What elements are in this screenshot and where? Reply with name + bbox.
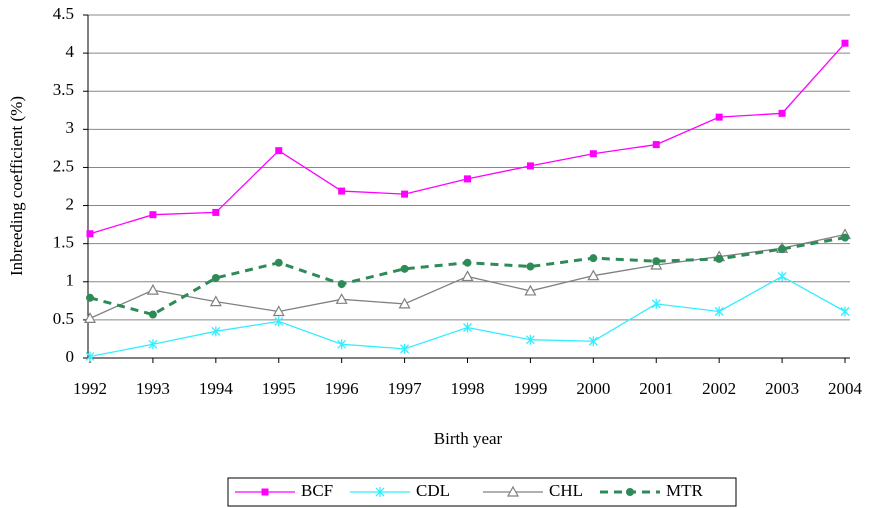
marker: [714, 306, 724, 317]
marker: [337, 280, 346, 289]
marker: [461, 270, 474, 282]
marker: [841, 39, 849, 47]
y-tick-label: 4.5: [53, 4, 74, 23]
marker: [589, 150, 597, 158]
legend-marker: [375, 487, 385, 497]
marker: [211, 273, 220, 282]
marker: [464, 175, 471, 183]
marker: [400, 264, 409, 273]
marker: [463, 322, 472, 333]
marker: [337, 339, 347, 350]
marker: [840, 306, 850, 317]
x-tick-label: 1997: [388, 379, 423, 398]
y-tick-label: 3: [66, 118, 75, 137]
marker: [526, 262, 535, 271]
x-tick-label: 2002: [702, 379, 736, 398]
marker: [149, 211, 157, 219]
y-tick-label: 2: [66, 194, 75, 213]
y-tick-label: 1: [66, 271, 75, 290]
marker: [275, 147, 283, 155]
marker: [463, 258, 472, 267]
marker: [212, 208, 220, 216]
series-line: [89, 275, 846, 358]
marker: [211, 326, 221, 337]
marker: [274, 316, 284, 327]
x-tick-label: 1994: [199, 379, 234, 398]
marker: [589, 254, 598, 263]
marker: [272, 305, 285, 317]
x-tick-label: 2001: [639, 379, 673, 398]
x-tick-label: 1992: [73, 379, 107, 398]
y-tick-label: 0: [66, 347, 75, 366]
x-tick-label: 1999: [513, 379, 547, 398]
y-axis-title: Inbreeding coefficient (%): [7, 96, 26, 276]
marker: [777, 271, 787, 282]
marker: [715, 254, 724, 263]
x-tick-label: 1993: [136, 379, 170, 398]
x-tick-label: 2004: [828, 379, 863, 398]
marker: [652, 257, 661, 266]
marker: [525, 334, 535, 345]
x-tick-label: 1996: [325, 379, 359, 398]
marker: [85, 351, 95, 362]
marker: [588, 336, 598, 347]
x-tick-label: 1998: [451, 379, 485, 398]
legend-marker: [626, 488, 634, 496]
marker: [274, 258, 283, 267]
legend-label: MTR: [666, 481, 704, 500]
marker: [778, 109, 786, 117]
legend-label: CDL: [416, 481, 450, 500]
marker: [148, 310, 157, 319]
y-tick-label: 2.5: [53, 156, 74, 175]
y-tick-label: 3.5: [53, 80, 74, 99]
marker: [526, 162, 534, 170]
legend-marker: [506, 485, 520, 497]
marker: [587, 269, 600, 281]
x-axis-title: Birth year: [434, 429, 503, 448]
marker: [400, 343, 410, 354]
marker: [209, 295, 222, 307]
y-tick-label: 4: [66, 42, 75, 61]
y-tick-label: 1.5: [53, 233, 74, 252]
legend-label: BCF: [301, 481, 333, 500]
marker: [83, 312, 97, 323]
legend-label: CHL: [549, 481, 583, 500]
marker: [146, 283, 159, 295]
marker: [401, 190, 409, 198]
marker: [778, 245, 787, 254]
marker: [715, 113, 723, 121]
y-tick-label: 0.5: [53, 309, 74, 328]
marker: [86, 293, 94, 302]
x-tick-label: 1995: [262, 379, 296, 398]
marker: [841, 233, 849, 242]
marker: [86, 230, 94, 238]
marker: [651, 298, 661, 309]
marker: [398, 297, 411, 309]
marker: [524, 284, 537, 296]
marker: [338, 187, 346, 195]
x-tick-label: 2000: [576, 379, 610, 398]
marker: [148, 339, 158, 350]
marker: [335, 293, 348, 304]
marker: [652, 141, 660, 149]
legend-box: [227, 477, 737, 507]
x-tick-label: 2003: [765, 379, 799, 398]
legend-marker: [261, 488, 269, 496]
